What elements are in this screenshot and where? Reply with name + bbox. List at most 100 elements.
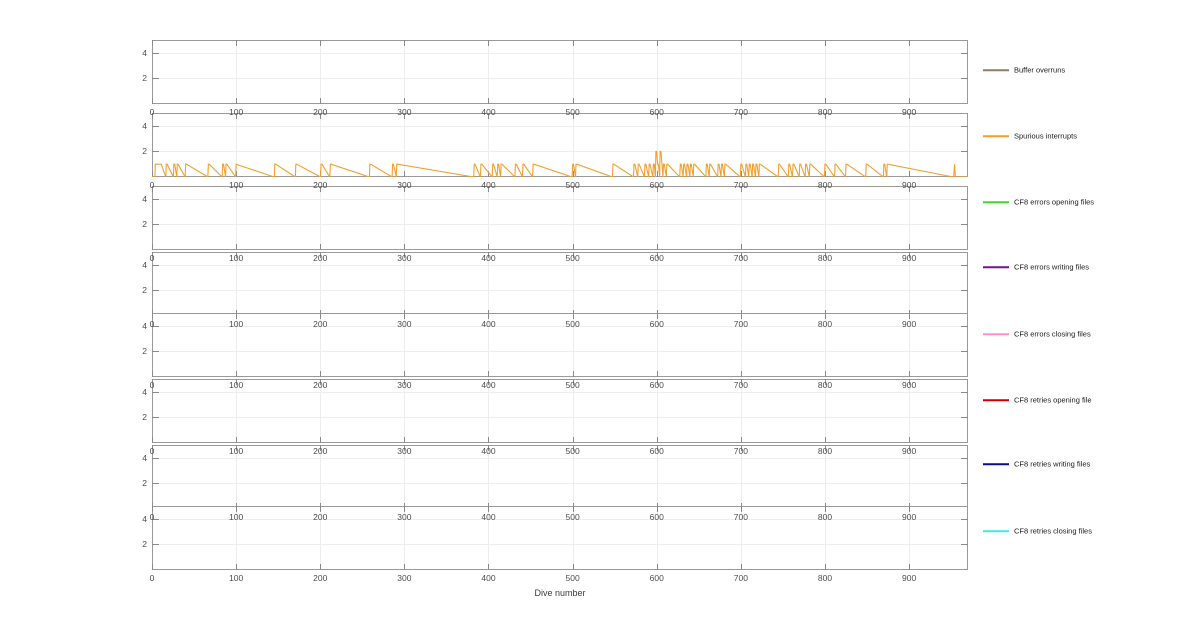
x-tick-label: 700 — [733, 107, 748, 117]
plot-box — [152, 506, 968, 570]
x-tick-mark — [824, 506, 826, 512]
x-tick-mark — [656, 171, 658, 177]
x-tick-mark — [320, 113, 322, 119]
x-gridline — [740, 40, 742, 104]
x-tick-mark — [404, 379, 406, 385]
legend-item-3[interactable]: CF8 errors opening files — [983, 198, 1094, 206]
legend-label: CF8 retries opening file — [1014, 395, 1092, 405]
x-axis-title: Dive number — [534, 588, 586, 598]
x-gridline — [320, 379, 322, 443]
legend-line-icon — [983, 399, 1009, 401]
x-gridline — [320, 186, 322, 250]
x-tick-labels: 0 100 200 300 400 500 600 700 800 900 — [150, 380, 968, 394]
legend-line-icon — [983, 201, 1009, 203]
legend-item-2[interactable]: Spurious interrupts — [983, 132, 1077, 140]
y-tick-mark — [152, 391, 159, 393]
plot-box — [152, 113, 968, 177]
x-tick-mark — [572, 445, 574, 451]
y-tick-label: 2 — [142, 539, 147, 550]
x-tick-label: 600 — [649, 253, 664, 263]
x-tick-label: 600 — [649, 380, 664, 390]
x-gridline — [909, 113, 911, 177]
x-gridline — [824, 445, 826, 509]
legend-item-1[interactable]: Buffer overruns — [983, 66, 1065, 74]
y-tick-mark — [152, 264, 159, 266]
legend-item-6[interactable]: CF8 retries opening file — [983, 396, 1092, 404]
x-tick-mark — [909, 313, 911, 319]
y-gridline — [152, 78, 968, 80]
y-tick-mark — [961, 198, 968, 200]
x-gridline — [824, 379, 826, 443]
y-tick-mark — [152, 417, 159, 419]
y-tick-label: 4 — [142, 193, 147, 204]
y-gridline — [152, 518, 968, 520]
x-tick-label: 0 — [149, 512, 155, 522]
x-tick-mark — [824, 445, 826, 451]
x-gridline — [909, 40, 911, 104]
x-tick-labels: 0 100 200 300 400 500 600 700 800 900 — [150, 107, 968, 121]
x-tick-mark — [404, 171, 406, 177]
x-tick-label: 600 — [649, 573, 664, 583]
x-tick-mark — [572, 113, 574, 119]
x-tick-label: 700 — [733, 512, 748, 522]
legend-label: Buffer overruns — [1014, 65, 1066, 75]
y-gridline — [152, 417, 968, 419]
x-tick-mark — [656, 40, 658, 46]
x-gridline — [488, 252, 490, 316]
legend-item-5[interactable]: CF8 errors closing files — [983, 330, 1091, 338]
x-tick-label: 400 — [481, 380, 496, 390]
x-tick-mark — [404, 313, 406, 319]
x-tick-label: 300 — [397, 573, 412, 583]
legend-item-4[interactable]: CF8 errors writing files — [983, 263, 1089, 271]
x-tick-mark — [909, 437, 911, 443]
y-tick-mark — [152, 544, 159, 546]
x-tick-labels: 0 100 200 300 400 500 600 700 800 900 — [150, 180, 968, 194]
y-tick-label: 4 — [142, 320, 147, 331]
x-tick-mark — [656, 113, 658, 119]
x-tick-label: 800 — [817, 180, 833, 190]
x-gridline — [236, 252, 238, 316]
x-gridline — [740, 186, 742, 250]
x-tick-label: 100 — [229, 573, 244, 583]
legend-label: CF8 retries closing files — [1014, 526, 1092, 536]
x-gridline — [656, 506, 658, 570]
x-tick-mark — [572, 98, 574, 104]
x-tick-mark — [909, 113, 911, 119]
legend-item-8[interactable]: CF8 retries closing files — [983, 527, 1092, 535]
x-tick-label: 100 — [229, 107, 244, 117]
x-tick-mark — [740, 244, 742, 250]
x-tick-label: 800 — [817, 512, 833, 522]
x-tick-mark — [656, 252, 658, 258]
x-tick-mark — [740, 379, 742, 385]
y-tick-mark — [152, 198, 159, 200]
x-tick-mark — [824, 437, 826, 443]
x-tick-mark — [824, 186, 826, 192]
x-tick-labels: 0 100 200 300 400 500 600 700 800 900 — [150, 319, 968, 333]
x-tick-mark — [572, 371, 574, 377]
x-tick-mark — [824, 371, 826, 377]
x-tick-mark — [488, 171, 490, 177]
x-tick-mark — [488, 445, 490, 451]
x-tick-label: 800 — [817, 573, 833, 583]
x-tick-mark — [656, 98, 658, 104]
x-tick-label: 100 — [229, 446, 244, 456]
series-cf8-errors-opening-files — [152, 186, 968, 250]
y-tick-mark — [152, 518, 159, 520]
x-tick-mark — [656, 244, 658, 250]
series-spurious-interrupts — [152, 113, 968, 177]
x-tick-mark — [740, 98, 742, 104]
x-tick-mark — [236, 40, 238, 46]
legend-item-7[interactable]: CF8 retries writing files — [983, 460, 1090, 468]
y-tick-mark — [152, 224, 159, 226]
x-gridline — [320, 113, 322, 177]
series-buffer-overruns — [152, 40, 968, 104]
x-tick-label: 600 — [649, 319, 664, 329]
x-tick-label: 700 — [733, 319, 748, 329]
x-tick-mark — [236, 371, 238, 377]
y-tick-label: 4 — [142, 259, 147, 270]
x-tick-label: 200 — [313, 446, 328, 456]
legend-line-icon — [983, 530, 1009, 532]
x-tick-mark — [404, 98, 406, 104]
